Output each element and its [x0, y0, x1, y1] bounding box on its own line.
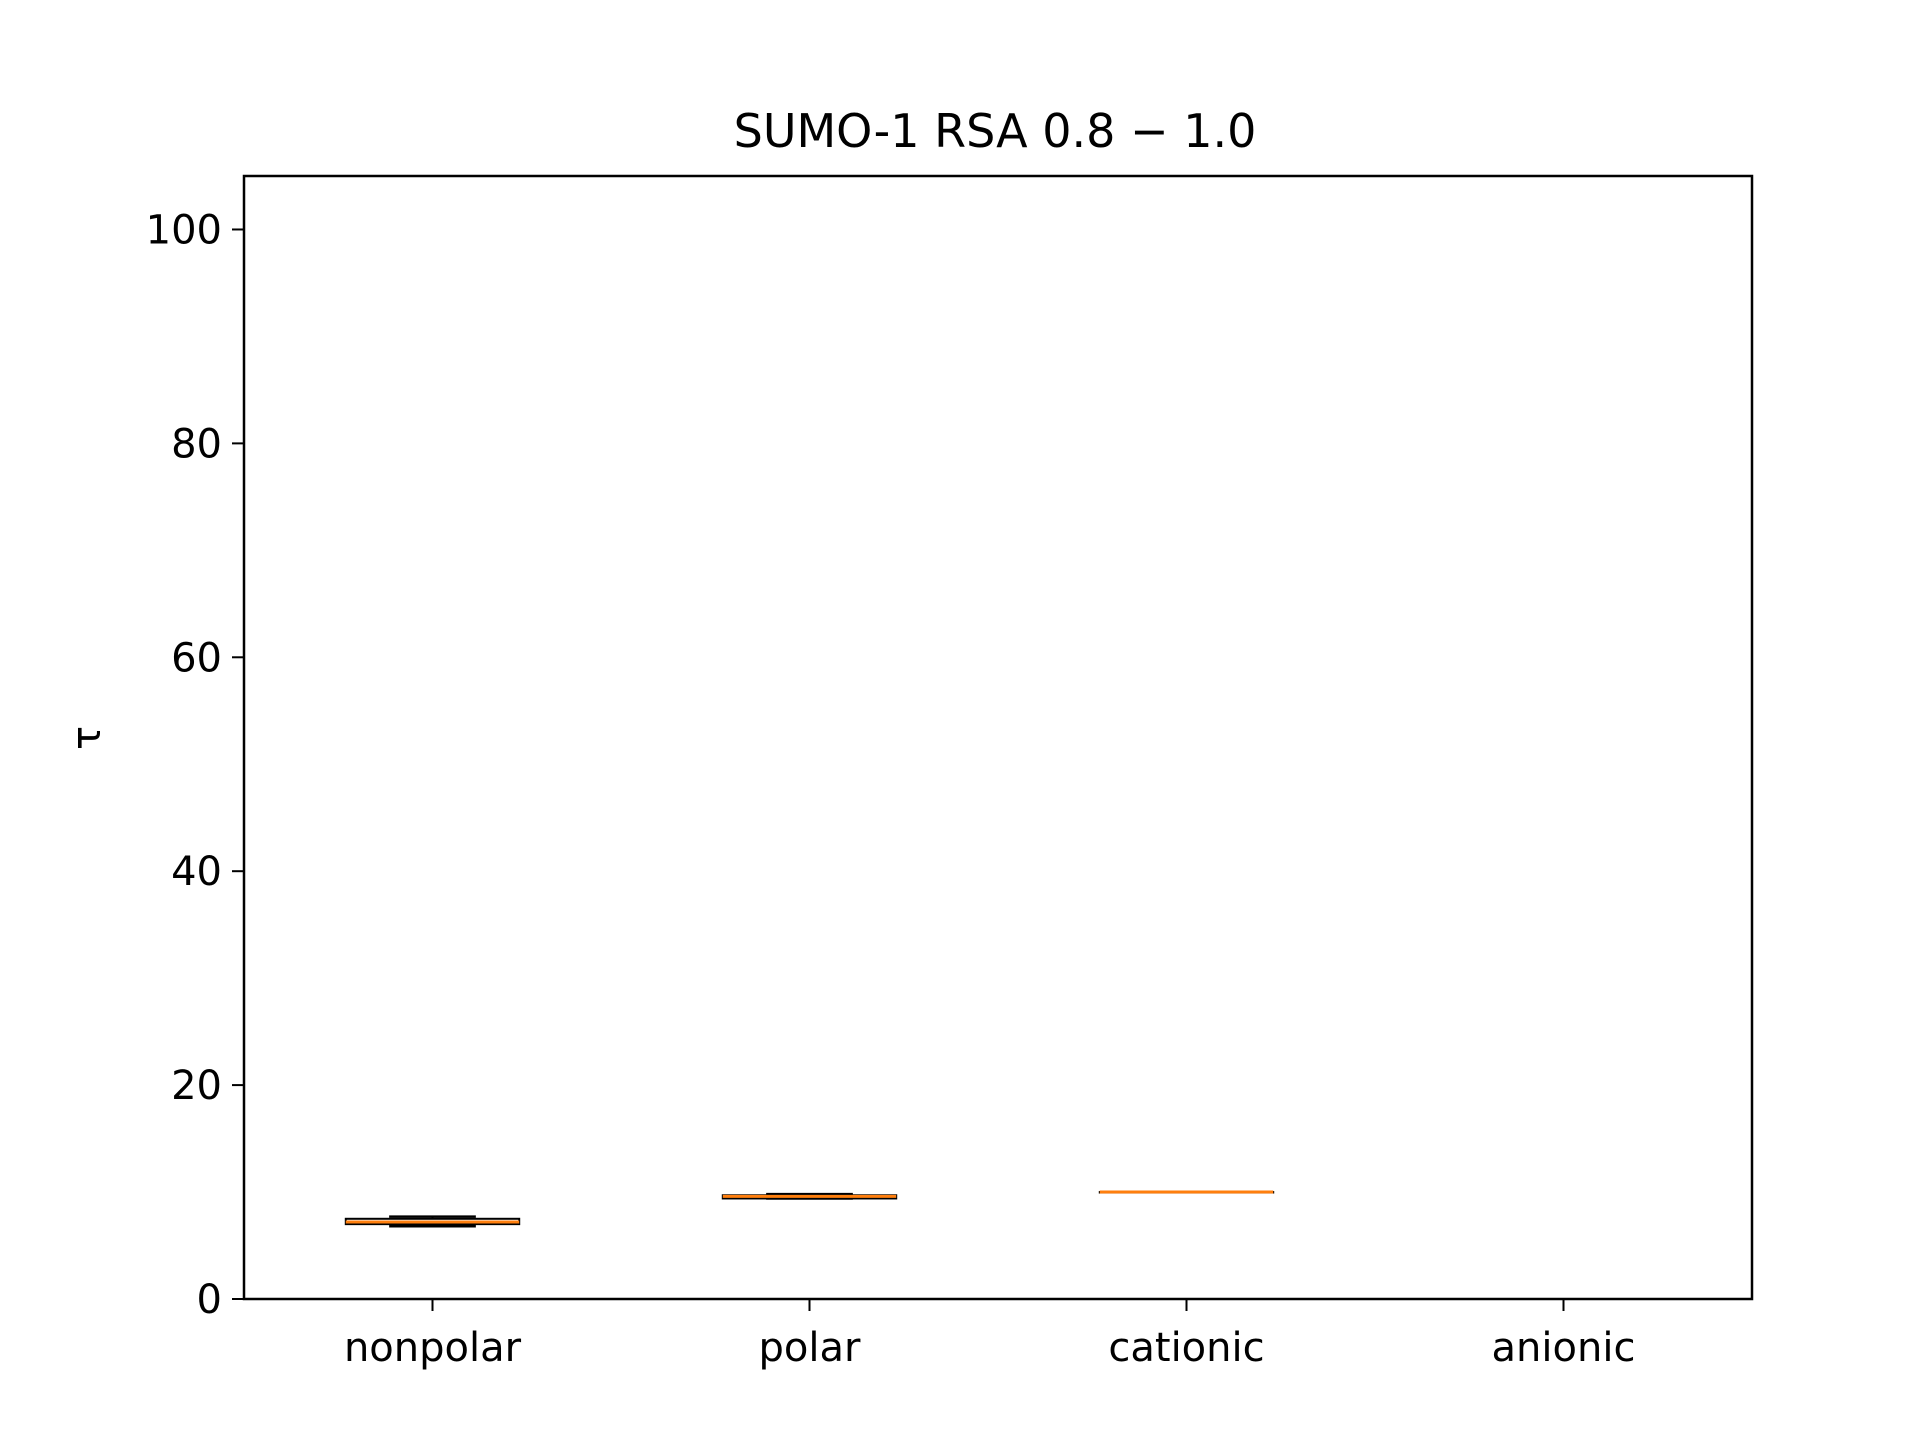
y-tick-label: 40	[171, 849, 222, 895]
box-cationic	[1098, 1190, 1275, 1194]
y-tick-label: 60	[171, 635, 222, 681]
box-polar	[721, 1192, 898, 1200]
box-nonpolar	[344, 1215, 521, 1228]
y-tick-label: 100	[146, 207, 222, 253]
x-axis: nonpolar polar cationic anionic	[344, 1299, 1636, 1371]
x-tick-label: cationic	[1108, 1325, 1264, 1371]
axes-frame	[242, 174, 1754, 1301]
x-tick-label: nonpolar	[344, 1325, 522, 1371]
y-axis-label: τ	[64, 726, 110, 750]
plot-area	[344, 1190, 1275, 1228]
chart-title: SUMO-1 RSA 0.8 − 1.0	[734, 104, 1257, 158]
x-tick-label: polar	[759, 1325, 861, 1371]
y-tick-label: 0	[197, 1277, 222, 1323]
y-tick-label: 80	[171, 421, 222, 467]
x-tick-label: anionic	[1492, 1325, 1636, 1371]
y-axis: 0 20 40 60 80 100	[146, 207, 244, 1323]
y-tick-label: 20	[171, 1063, 222, 1109]
